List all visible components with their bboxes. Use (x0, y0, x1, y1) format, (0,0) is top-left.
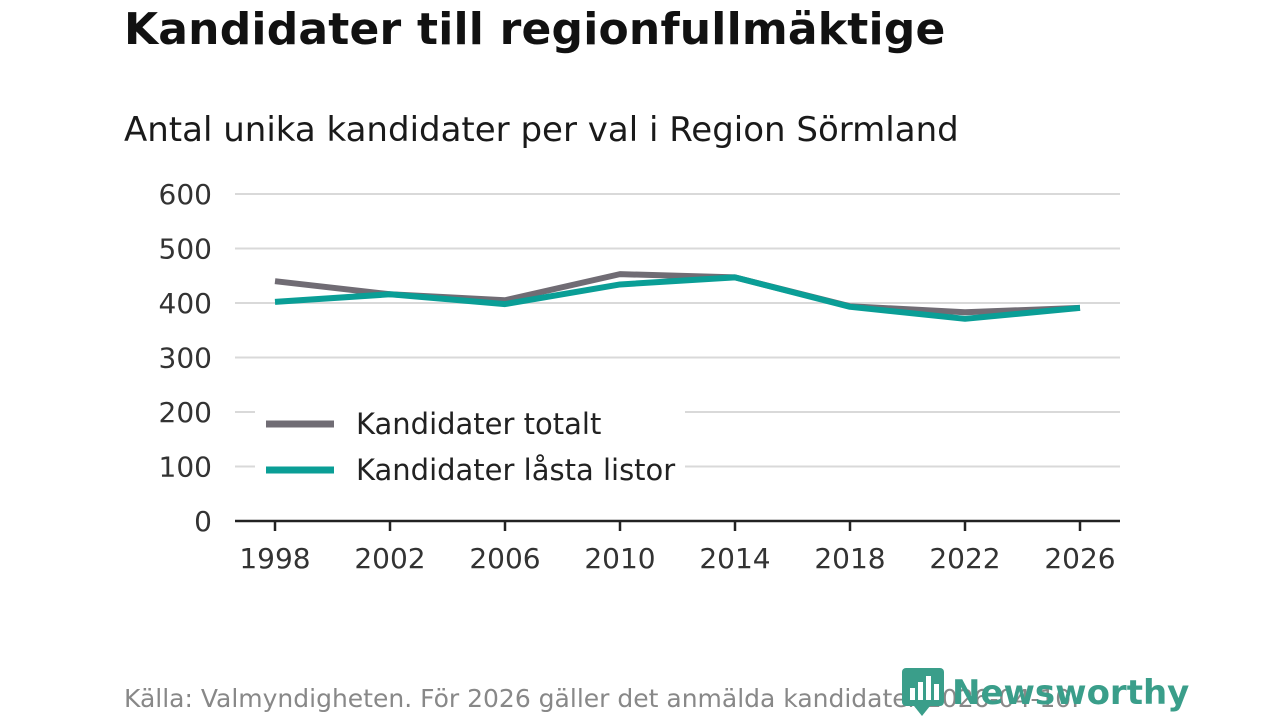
line-chart: 0 100 200 300 400 500 600 1998 2002 2006 2010 2014… (159, 178, 1120, 575)
y-axis-ticks: 0 100 200 300 400 500 600 (159, 178, 212, 538)
chart-subtitle: Antal unika kandidater per val i Region … (124, 110, 959, 150)
y-tick-label: 100 (159, 451, 212, 484)
y-tick-label: 600 (159, 178, 212, 211)
x-tick-label: 2002 (354, 542, 425, 575)
x-tick-label: 2006 (469, 542, 540, 575)
series-lines (274, 271, 1081, 322)
x-tick-label: 2014 (699, 542, 770, 575)
x-tick-label: 2018 (814, 542, 885, 575)
y-tick-label: 300 (159, 342, 212, 375)
legend-label-lasta-listor: Kandidater låsta listor (356, 453, 675, 487)
series-line-lasta-listor (274, 274, 1081, 322)
x-axis: 1998 2002 2006 2010 2014 2018 2022 2026 (235, 519, 1120, 575)
y-tick-label: 400 (159, 287, 212, 320)
chart-title: Kandidater till regionfullmäktige (124, 4, 946, 55)
x-tick-label: 2026 (1044, 542, 1115, 575)
legend-background (255, 404, 685, 500)
y-tick-label: 200 (159, 396, 212, 429)
brand-name: Newsworthy (952, 673, 1190, 713)
legend: Kandidater totalt Kandidater låsta listor (255, 404, 685, 500)
x-tick-label: 2022 (929, 542, 1000, 575)
x-tick-label: 1998 (239, 542, 310, 575)
y-tick-label: 0 (194, 505, 212, 538)
newsworthy-logo-icon (902, 668, 944, 716)
x-tick-label: 2010 (584, 542, 655, 575)
legend-label-totalt: Kandidater totalt (356, 407, 601, 441)
newsworthy-logo: Newsworthy (902, 668, 1189, 718)
y-tick-label: 500 (159, 233, 212, 266)
